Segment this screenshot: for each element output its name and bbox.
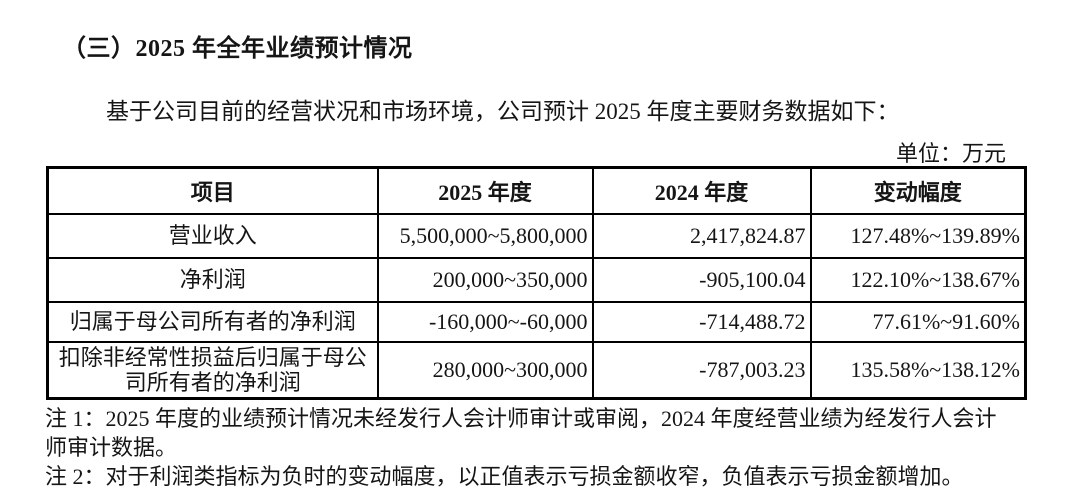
section-heading: （三）2025 年全年业绩预计情况 [62, 36, 413, 62]
cell-change-value: 135.58%~138.12% [809, 340, 1027, 399]
col-header-2024: 2024 年度 [591, 166, 812, 215]
note-2: 注 2：对于利润类指标为负时的变动幅度，以正值表示亏损金额收窄，负值表示亏损金额… [45, 464, 964, 489]
cell-item-label: 归属于母公司所有者的净利润 [46, 300, 379, 343]
col-header-item: 项目 [46, 166, 379, 215]
col-header-change: 变动幅度 [809, 166, 1027, 215]
col-header-2025: 2025 年度 [376, 166, 594, 215]
cell-2024-value: 2,417,824.87 [591, 212, 812, 259]
intro-paragraph: 基于公司目前的经营状况和市场环境，公司预计 2025 年度主要财务数据如下： [106, 99, 900, 124]
cell-2025-value: -160,000~-60,000 [376, 300, 594, 343]
cell-change-value: 77.61%~91.60% [809, 300, 1027, 343]
cell-2024-value: -714,488.72 [591, 300, 812, 343]
cell-2025-value: 200,000~350,000 [376, 256, 594, 303]
cell-item-label: 营业收入 [46, 212, 379, 259]
table-row-deducted-net-profit: 扣除非经常性损益后归属于母公司所有者的净利润 280,000~300,000 -… [46, 340, 1027, 399]
cell-change-value: 122.10%~138.67% [809, 256, 1027, 303]
note-1-line-1: 注 1：2025 年度的业绩预计情况未经发行人会计师审计或审阅，2024 年度经… [45, 406, 997, 431]
cell-2025-value: 280,000~300,000 [376, 340, 594, 399]
table-header-row: 项目 2025 年度 2024 年度 变动幅度 [46, 166, 1027, 215]
unit-label: 单位：万元 [895, 141, 1006, 166]
table-row-revenue: 营业收入 5,500,000~5,800,000 2,417,824.87 12… [46, 212, 1027, 259]
cell-2025-value: 5,500,000~5,800,000 [376, 212, 594, 259]
footnotes: 注 1：2025 年度的业绩预计情况未经发行人会计师审计或审阅，2024 年度经… [45, 404, 997, 491]
cell-2024-value: -905,100.04 [591, 256, 812, 303]
cell-item-label: 扣除非经常性损益后归属于母公司所有者的净利润 [46, 340, 379, 399]
forecast-table: 项目 2025 年度 2024 年度 变动幅度 营业收入 5,500,000~5… [46, 166, 1027, 400]
table-row-parent-net-profit: 归属于母公司所有者的净利润 -160,000~-60,000 -714,488.… [46, 300, 1027, 343]
cell-2024-value: -787,003.23 [591, 340, 812, 399]
cell-change-value: 127.48%~139.89% [809, 212, 1027, 259]
cell-item-label: 净利润 [46, 256, 379, 303]
table-row-net-profit: 净利润 200,000~350,000 -905,100.04 122.10%~… [46, 256, 1027, 303]
note-1-line-2: 师审计数据。 [45, 435, 178, 460]
